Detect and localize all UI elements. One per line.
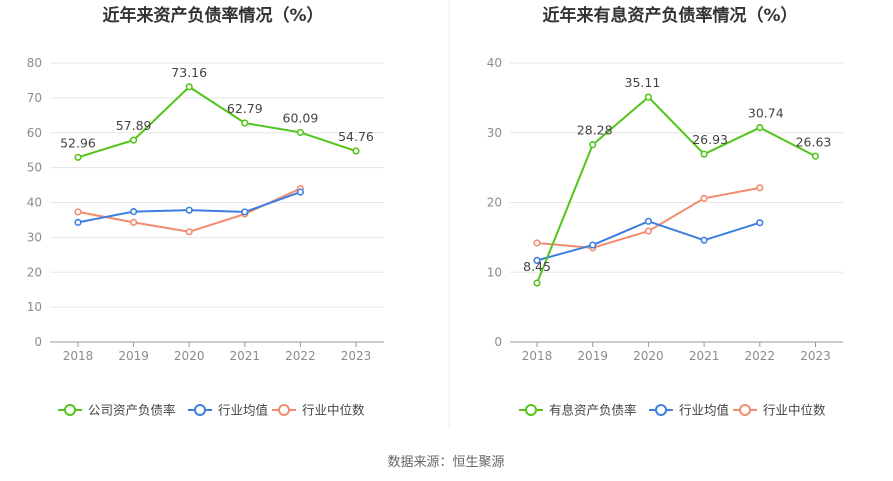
x-tick-label: 2023 [800,349,831,363]
data-source-note: 数据来源：恒生聚源 [387,455,504,470]
x-tick-label: 2019 [118,349,149,363]
series-line-0 [77,85,357,159]
data-point [74,218,82,226]
data-point [296,128,305,137]
x-tick-label: 2020 [633,349,664,363]
y-tick-label: 60 [27,126,42,140]
legend-label: 行业中位数 [302,403,365,418]
legend-item-0: 公司资产负债率 [58,403,176,418]
data-point [644,93,653,101]
data-point [533,279,541,287]
legend-marker [194,404,206,416]
y-tick-label: 40 [487,56,502,70]
legend-label: 有息资产负债率 [549,403,637,418]
data-label: 57.89 [116,118,152,133]
data-point [700,150,708,158]
data-point [185,206,193,214]
data-point [589,241,597,249]
data-point [130,218,138,226]
legend-item-0: 有息资产负债率 [519,403,637,418]
legend-label: 公司资产负债率 [88,403,176,418]
data-label: 28.28 [577,123,613,138]
y-tick-label: 20 [487,196,502,210]
data-point [811,152,820,160]
legend-marker [278,404,290,416]
data-label: 8.45 [523,259,551,274]
legend-label: 行业均值 [218,403,268,418]
x-tick-label: 2023 [341,349,372,363]
legend-marker [525,404,537,416]
data-point [756,219,764,227]
y-tick-label: 70 [27,91,42,105]
data-point [589,141,597,149]
legend-item-1: 行业均值 [188,403,268,418]
data-label: 52.96 [60,135,96,150]
y-tick-label: 50 [27,161,42,175]
y-tick-label: 80 [27,56,42,70]
data-point [352,147,360,155]
data-point [241,119,249,127]
y-tick-label: 10 [487,265,502,279]
data-point [756,184,764,192]
series-line-0 [536,96,816,284]
y-tick-label: 40 [27,196,42,210]
data-label: 26.93 [692,132,728,147]
data-point [130,207,138,216]
legend-item-2: 行业中位数 [733,403,826,418]
data-label: 60.09 [283,110,319,125]
legend-item-1: 行业均值 [649,403,729,418]
x-tick-label: 2021 [230,349,261,363]
data-point [185,228,193,236]
x-tick-label: 2021 [689,349,720,363]
data-point [130,136,138,144]
x-tick-label: 2022 [745,349,776,363]
data-point [644,227,653,235]
data-label: 62.79 [227,101,263,116]
data-point [296,188,305,196]
legend-marker [64,404,76,416]
data-label: 26.63 [796,134,832,149]
x-tick-label: 2018 [63,349,94,363]
legend-label: 行业均值 [679,403,729,418]
y-tick-label: 20 [27,265,42,279]
x-tick-label: 2022 [285,349,316,363]
y-tick-label: 30 [487,126,502,140]
series-line-1 [536,220,761,262]
data-point [74,208,82,216]
legend-item-2: 行业中位数 [272,403,365,418]
chart-title: 近年来有息资产负债率情况（%） [542,5,797,26]
chart-title: 近年来资产负债率情况（%） [102,5,323,26]
x-tick-label: 2020 [174,349,205,363]
data-label: 30.74 [748,106,784,121]
data-label: 73.16 [171,65,207,80]
data-point [533,256,541,264]
data-point [533,239,541,247]
y-tick-label: 0 [34,335,42,349]
y-tick-label: 30 [27,230,42,244]
data-label: 35.11 [625,75,661,90]
data-point [241,208,249,216]
legend-label: 行业中位数 [763,403,826,418]
y-tick-label: 0 [494,335,502,349]
legend-marker [739,404,751,416]
chart-debt-ratio: 近年来资产负债率情况（%） 0 10 20 30 40 50 60 70 80 2018 2019 20… [27,5,384,418]
data-point [700,236,708,244]
x-tick-label: 2019 [577,349,608,363]
data-point [644,217,653,225]
chart-interest-debt-ratio: 近年来有息资产负债率情况（%） 0 10 20 30 40 2018 2019 2020 2021… [487,5,843,418]
data-point [74,153,82,161]
data-label: 54.76 [338,129,374,144]
data-point [700,194,708,202]
data-point [756,123,764,132]
x-tick-label: 2018 [522,349,553,363]
data-point [185,83,193,91]
y-tick-label: 10 [27,300,42,314]
legend-marker [655,404,667,416]
